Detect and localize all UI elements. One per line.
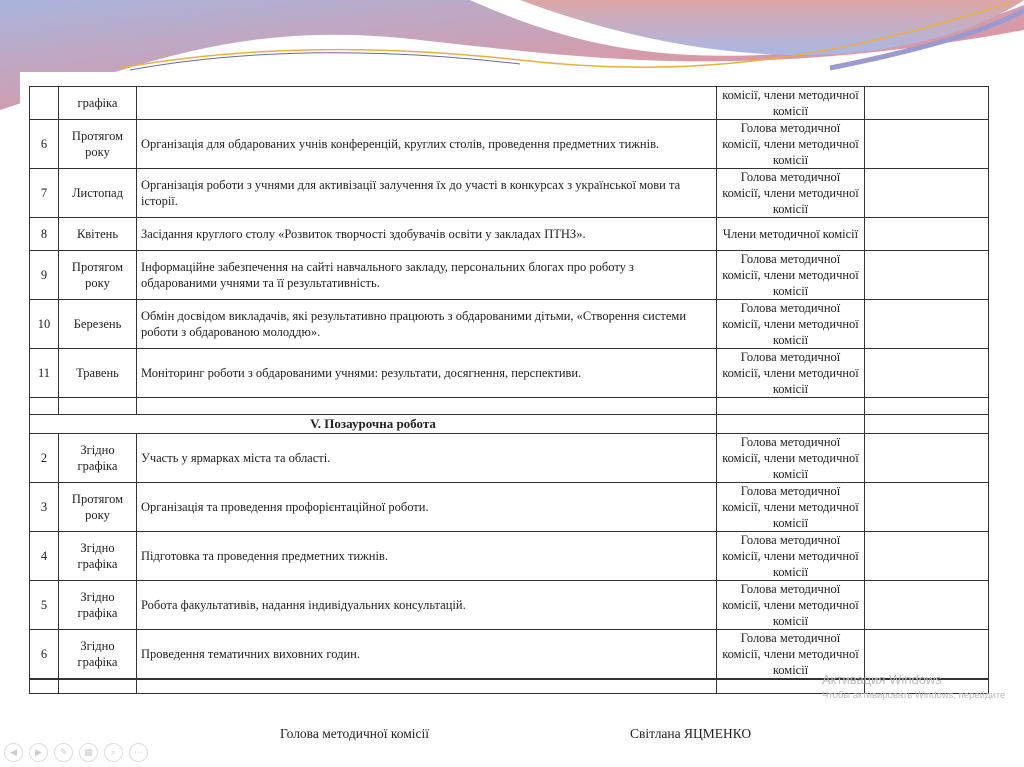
cell-num: 6 [29,629,59,680]
cell-num: 11 [29,348,59,398]
pen-icon[interactable]: ✎ [54,743,73,762]
cell-num [29,86,59,120]
cell-activity: Проведення тематичних виховних годин. [136,629,717,680]
cell-responsible: Члени методичної комісії [716,217,865,251]
plan-table: графіка комісії, члени методичної комісії… [29,86,989,694]
signature-name: Світлана ЯЦМЕНКО [630,726,752,741]
cell-responsible: Голова методичної комісії, члени методич… [716,299,865,349]
cell-note [864,531,989,581]
windows-activation-title: Активация Windows [822,672,942,687]
cell-responsible: комісії, члени методичної комісії [716,86,865,120]
table-row: 2 Згідно графіка Участь у ярмарках міста т… [29,433,989,483]
cell-note [864,580,989,630]
cell-date: Травень [58,348,137,398]
cell-activity: Підготовка та проведення предметних тижн… [136,531,717,581]
section-title: V. Позаурочна робота [29,414,717,434]
table-row [29,678,989,694]
cell-date: Протягом року [58,250,137,300]
cell-note [864,217,989,251]
slides-icon[interactable]: ▦ [79,743,98,762]
cell-date: графіка [58,86,137,120]
cell-activity: Організація роботи з учнями для активіза… [136,168,717,218]
table-row: 7 Листопад Організація роботи з учнями для… [29,168,989,218]
cell-note [864,86,989,120]
cell-note [864,482,989,532]
cell-num: 5 [29,580,59,630]
cell-note [864,397,989,415]
cell-note [864,348,989,398]
cell-note [864,250,989,300]
table-row: 4 Згідно графіка Підготовка та проведення … [29,531,989,581]
cell-num [29,678,59,694]
cell-responsible: Голова методичної комісії, члени методич… [716,348,865,398]
cell-responsible: Голова методичної комісії, члени методич… [716,531,865,581]
section-header-row: V. Позаурочна робота [29,414,989,434]
cell-date: Згідно графіка [58,580,137,630]
cell-num: 3 [29,482,59,532]
next-icon[interactable]: ▶ [29,743,48,762]
cell-activity: Робота факультативів, надання індивідуал… [136,580,717,630]
cell-num: 9 [29,250,59,300]
cell-date [58,397,137,415]
windows-activation-text: Чтобы активировать Windows, перейдите [822,690,1006,701]
table-row: 3 Протягом року Організація та проведення … [29,482,989,532]
cell-activity: Організація для обдарованих учнів конфер… [136,119,717,169]
cell-date: Квітень [58,217,137,251]
cell-activity: Моніторинг роботи з обдарованими учнями:… [136,348,717,398]
table-row: 8 Квітень Засідання круглого столу «Розвит… [29,217,989,251]
cell-date: Згідно графіка [58,531,137,581]
cell-num: 6 [29,119,59,169]
cell-responsible: Голова методичної комісії, члени методич… [716,580,865,630]
cell-num: 7 [29,168,59,218]
cell-activity: Засідання круглого столу «Розвиток творч… [136,217,717,251]
cell-note [864,119,989,169]
cell-responsible: Голова методичної комісії, члени методич… [716,482,865,532]
cell-responsible: Голова методичної комісії, члени методич… [716,119,865,169]
cell-num: 8 [29,217,59,251]
cell-activity: Інформаційне забезпечення на сайті навча… [136,250,717,300]
cell-activity [136,678,717,694]
cell-note [864,414,989,434]
slideshow-toolbar: ◀ ▶ ✎ ▦ ⌕ ⋯ [4,743,148,762]
cell-responsible [716,414,865,434]
cell-date: Листопад [58,168,137,218]
table-row: 10 Березень Обмін досвідом викладачів, які… [29,299,989,349]
cell-num: 4 [29,531,59,581]
cell-responsible: Голова методичної комісії, члени методич… [716,168,865,218]
table-row: 6 Протягом року Організація для обдаровани… [29,119,989,169]
table-row: 6 Згідно графіка Проведення тематичних вих… [29,629,989,680]
cell-activity [136,86,717,120]
cell-activity: Обмін досвідом викладачів, які результат… [136,299,717,349]
cell-activity: Організація та проведення профорієнтацій… [136,482,717,532]
table-row [29,397,989,415]
more-icon[interactable]: ⋯ [129,743,148,762]
cell-date: Згідно графіка [58,629,137,680]
cell-note [864,168,989,218]
cell-note [864,433,989,483]
cell-date: Протягом року [58,119,137,169]
previous-icon[interactable]: ◀ [4,743,23,762]
cell-date: Згідно графіка [58,433,137,483]
cell-num: 2 [29,433,59,483]
cell-activity: Участь у ярмарках міста та області. [136,433,717,483]
table-row: 9 Протягом року Інформаційне забезпечення … [29,250,989,300]
cell-date: Березень [58,299,137,349]
cell-date: Протягом року [58,482,137,532]
table-row: графіка комісії, члени методичної комісії [29,86,989,120]
table-row: 11 Травень Моніторинг роботи з обдарованим… [29,348,989,398]
cell-note [864,629,989,680]
cell-responsible [716,397,865,415]
cell-responsible: Голова методичної комісії, члени методич… [716,250,865,300]
cell-responsible: Голова методичної комісії, члени методич… [716,433,865,483]
cell-note [864,299,989,349]
cell-note [864,678,989,694]
cell-num: 10 [29,299,59,349]
zoom-icon[interactable]: ⌕ [104,743,123,762]
cell-responsible: Голова методичної комісії, члени методич… [716,629,865,680]
cell-num [29,397,59,415]
signature-position: Голова методичної комісії [280,726,429,741]
table-row: 5 Згідно графіка Робота факультативів, над… [29,580,989,630]
cell-activity [136,397,717,415]
cell-date [58,678,137,694]
